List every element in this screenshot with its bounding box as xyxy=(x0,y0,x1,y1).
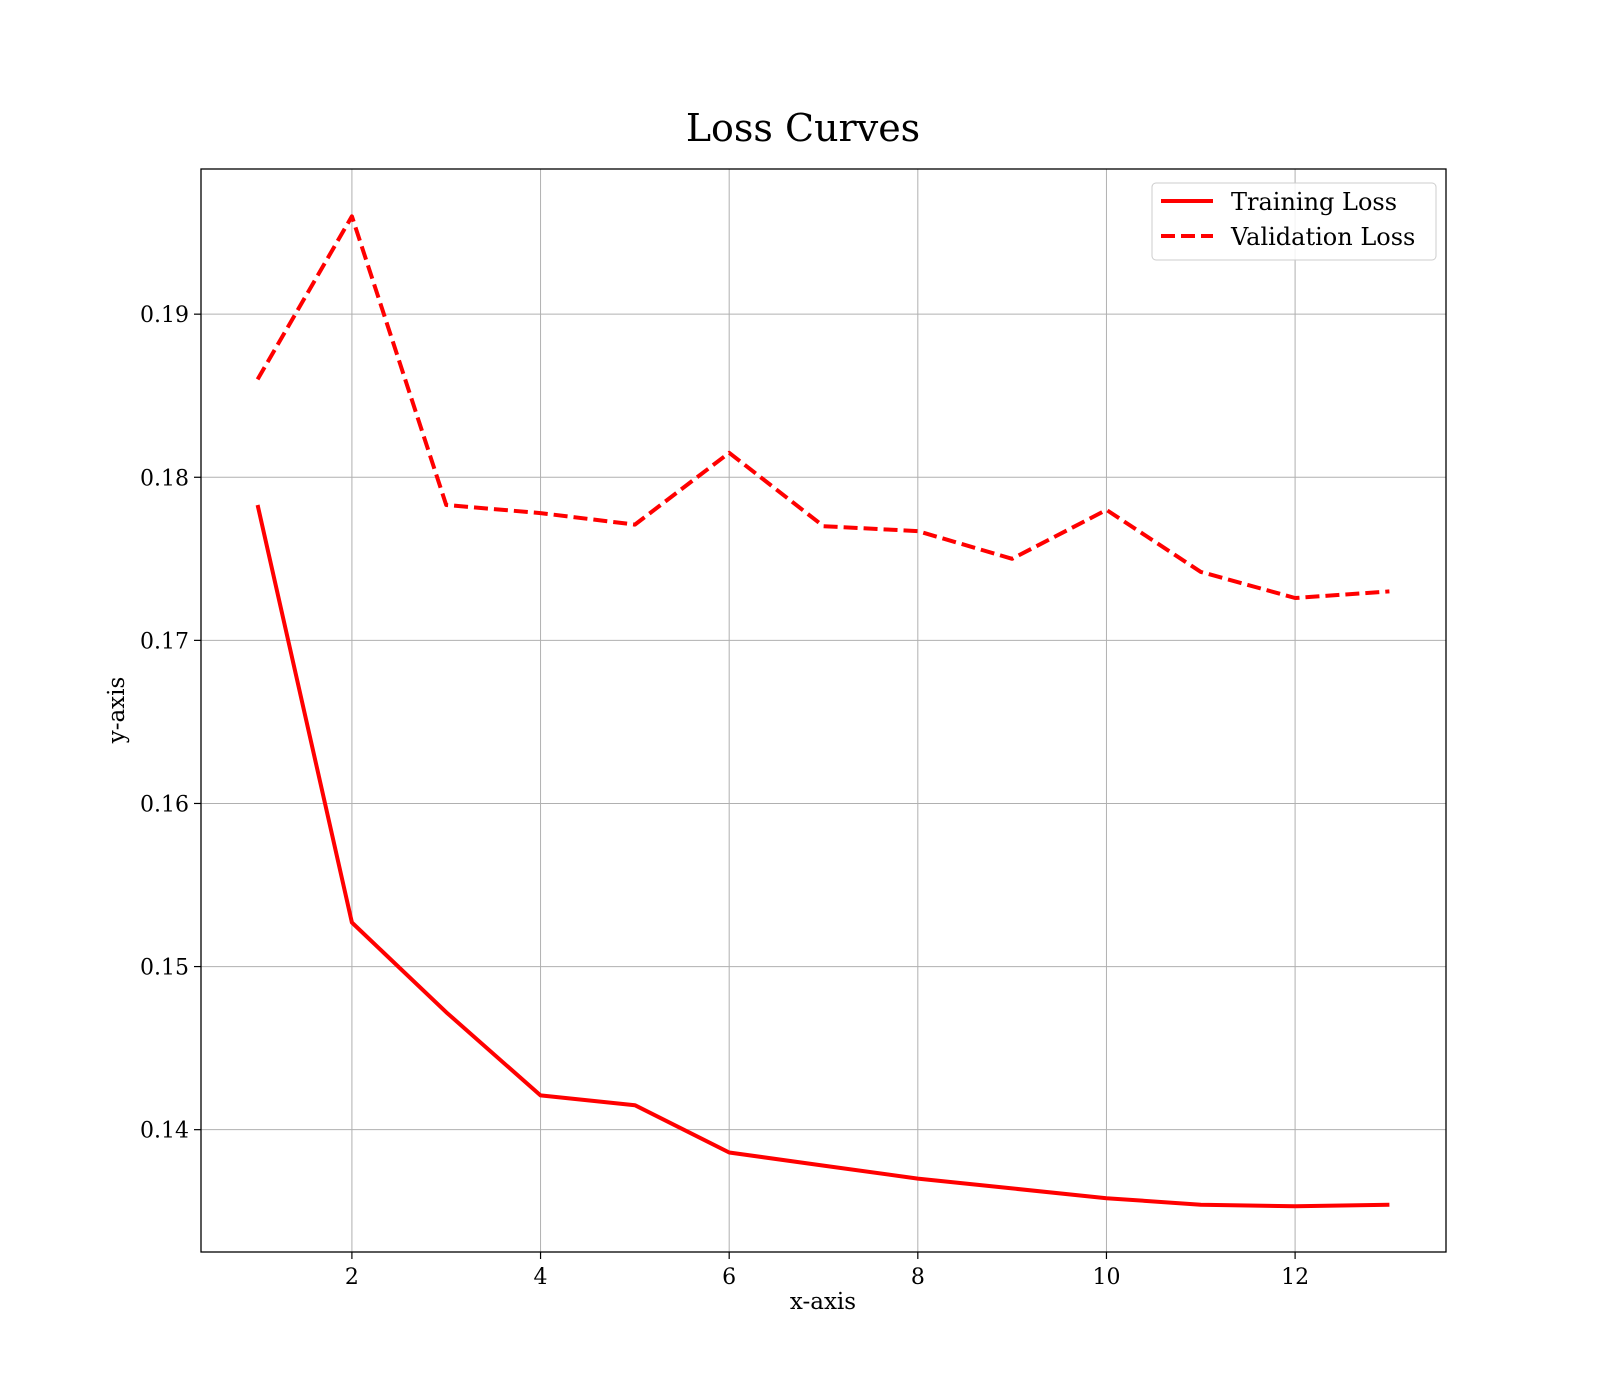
y-tick-label: 0.16 xyxy=(140,792,189,817)
x-axis-label: x-axis xyxy=(790,1289,856,1315)
x-tick-label: 10 xyxy=(1092,1265,1120,1290)
grid xyxy=(201,169,1446,1252)
series-line-training-loss xyxy=(255,504,1390,1209)
legend-box xyxy=(1151,182,1437,261)
x-axis-ticks: 2 4 6 8 10 12 xyxy=(345,1252,1309,1290)
series-lines xyxy=(255,214,1390,1209)
x-tick-label: 8 xyxy=(911,1265,925,1290)
plot-frame xyxy=(200,168,1447,1253)
chart-title: Loss Curves xyxy=(686,106,920,150)
y-tick-label: 0.19 xyxy=(140,303,189,328)
legend-label-training-loss: Training Loss xyxy=(1231,188,1397,216)
x-tick-label: 4 xyxy=(534,1265,548,1290)
legend-label-validation-loss: Validation Loss xyxy=(1230,223,1415,251)
series-line-validation-loss xyxy=(255,214,1390,600)
y-axis-ticks: 0.14 0.15 0.16 0.17 0.18 0.19 xyxy=(140,303,201,1144)
x-tick-label: 12 xyxy=(1281,1265,1309,1290)
y-tick-label: 0.14 xyxy=(140,1119,189,1144)
x-tick-label: 6 xyxy=(722,1265,736,1290)
y-tick-label: 0.15 xyxy=(140,956,189,981)
y-tick-label: 0.17 xyxy=(140,629,189,654)
x-tick-label: 2 xyxy=(345,1265,359,1290)
y-axis-label: y-axis xyxy=(104,677,130,745)
y-tick-label: 0.18 xyxy=(140,466,189,491)
legend: Training Loss Validation Loss xyxy=(1151,182,1437,261)
